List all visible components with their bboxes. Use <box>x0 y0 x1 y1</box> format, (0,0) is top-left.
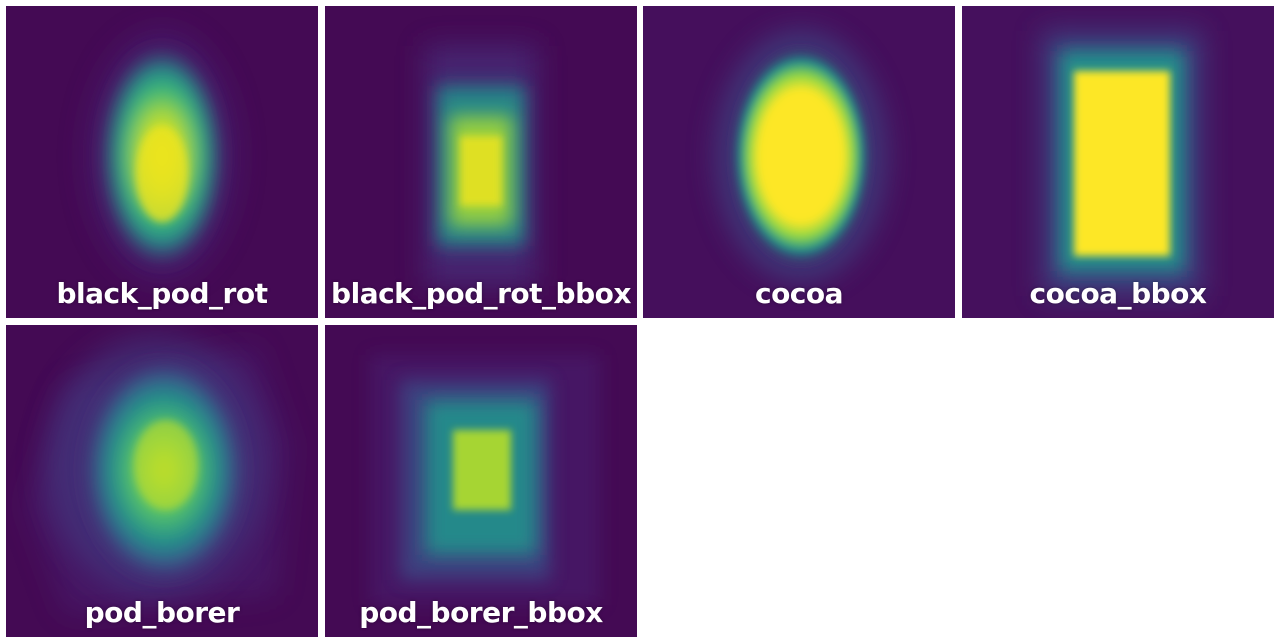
heatmap-label: cocoa_bbox <box>1029 277 1207 310</box>
heatmap-tile-black-pod-rot: black_pod_rot <box>6 6 318 318</box>
heatmap-cocoa-bbox <box>962 6 1274 318</box>
heatmap-tile-black-pod-rot-bbox: black_pod_rot_bbox <box>325 6 637 318</box>
heatmap-pod-borer <box>26 335 291 615</box>
heatmap-tile-pod-borer-bbox: pod_borer_bbox <box>325 325 637 637</box>
heatmap-pod-borer-bbox <box>370 355 600 605</box>
heatmap-label: pod_borer_bbox <box>359 596 603 629</box>
heatmap-cocoa <box>643 6 955 318</box>
heatmap-black-pod-rot-bbox <box>425 46 537 286</box>
heatmap-label: cocoa <box>754 277 844 310</box>
heatmap-tile-cocoa: cocoa <box>643 6 955 318</box>
heatmap-tile-cocoa-bbox: cocoa_bbox <box>962 6 1274 318</box>
heatmap-tile-pod-borer: pod_borer <box>6 325 318 637</box>
heatmap-label: pod_borer <box>84 596 240 629</box>
heatmap-black-pod-rot <box>87 31 237 281</box>
heatmap-label: black_pod_rot <box>56 277 268 310</box>
heatmap-label: black_pod_rot_bbox <box>331 277 631 310</box>
